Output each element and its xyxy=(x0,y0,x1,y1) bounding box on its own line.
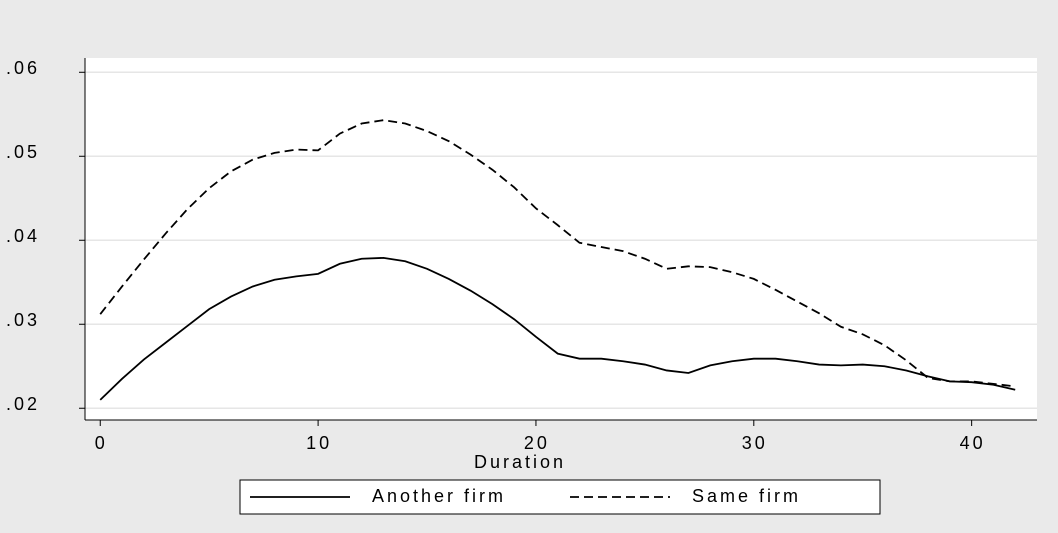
x-tick-label: 40 xyxy=(960,433,986,453)
y-tick-label: .05 xyxy=(6,142,40,162)
x-axis-label: Duration xyxy=(474,452,566,472)
plot-area xyxy=(85,58,1037,420)
x-tick-label: 30 xyxy=(742,433,768,453)
legend-label: Same firm xyxy=(692,486,801,506)
y-tick-label: .04 xyxy=(6,226,40,246)
series-line xyxy=(99,119,1016,388)
x-tick-label: 20 xyxy=(524,433,550,453)
legend-label: Another firm xyxy=(372,486,506,506)
y-tick-label: .03 xyxy=(6,310,40,330)
y-tick-label: .02 xyxy=(6,394,40,414)
y-tick-label: .06 xyxy=(6,58,40,78)
series-line xyxy=(99,256,1016,401)
x-tick-label: 0 xyxy=(95,433,108,453)
x-tick-label: 10 xyxy=(306,433,332,453)
